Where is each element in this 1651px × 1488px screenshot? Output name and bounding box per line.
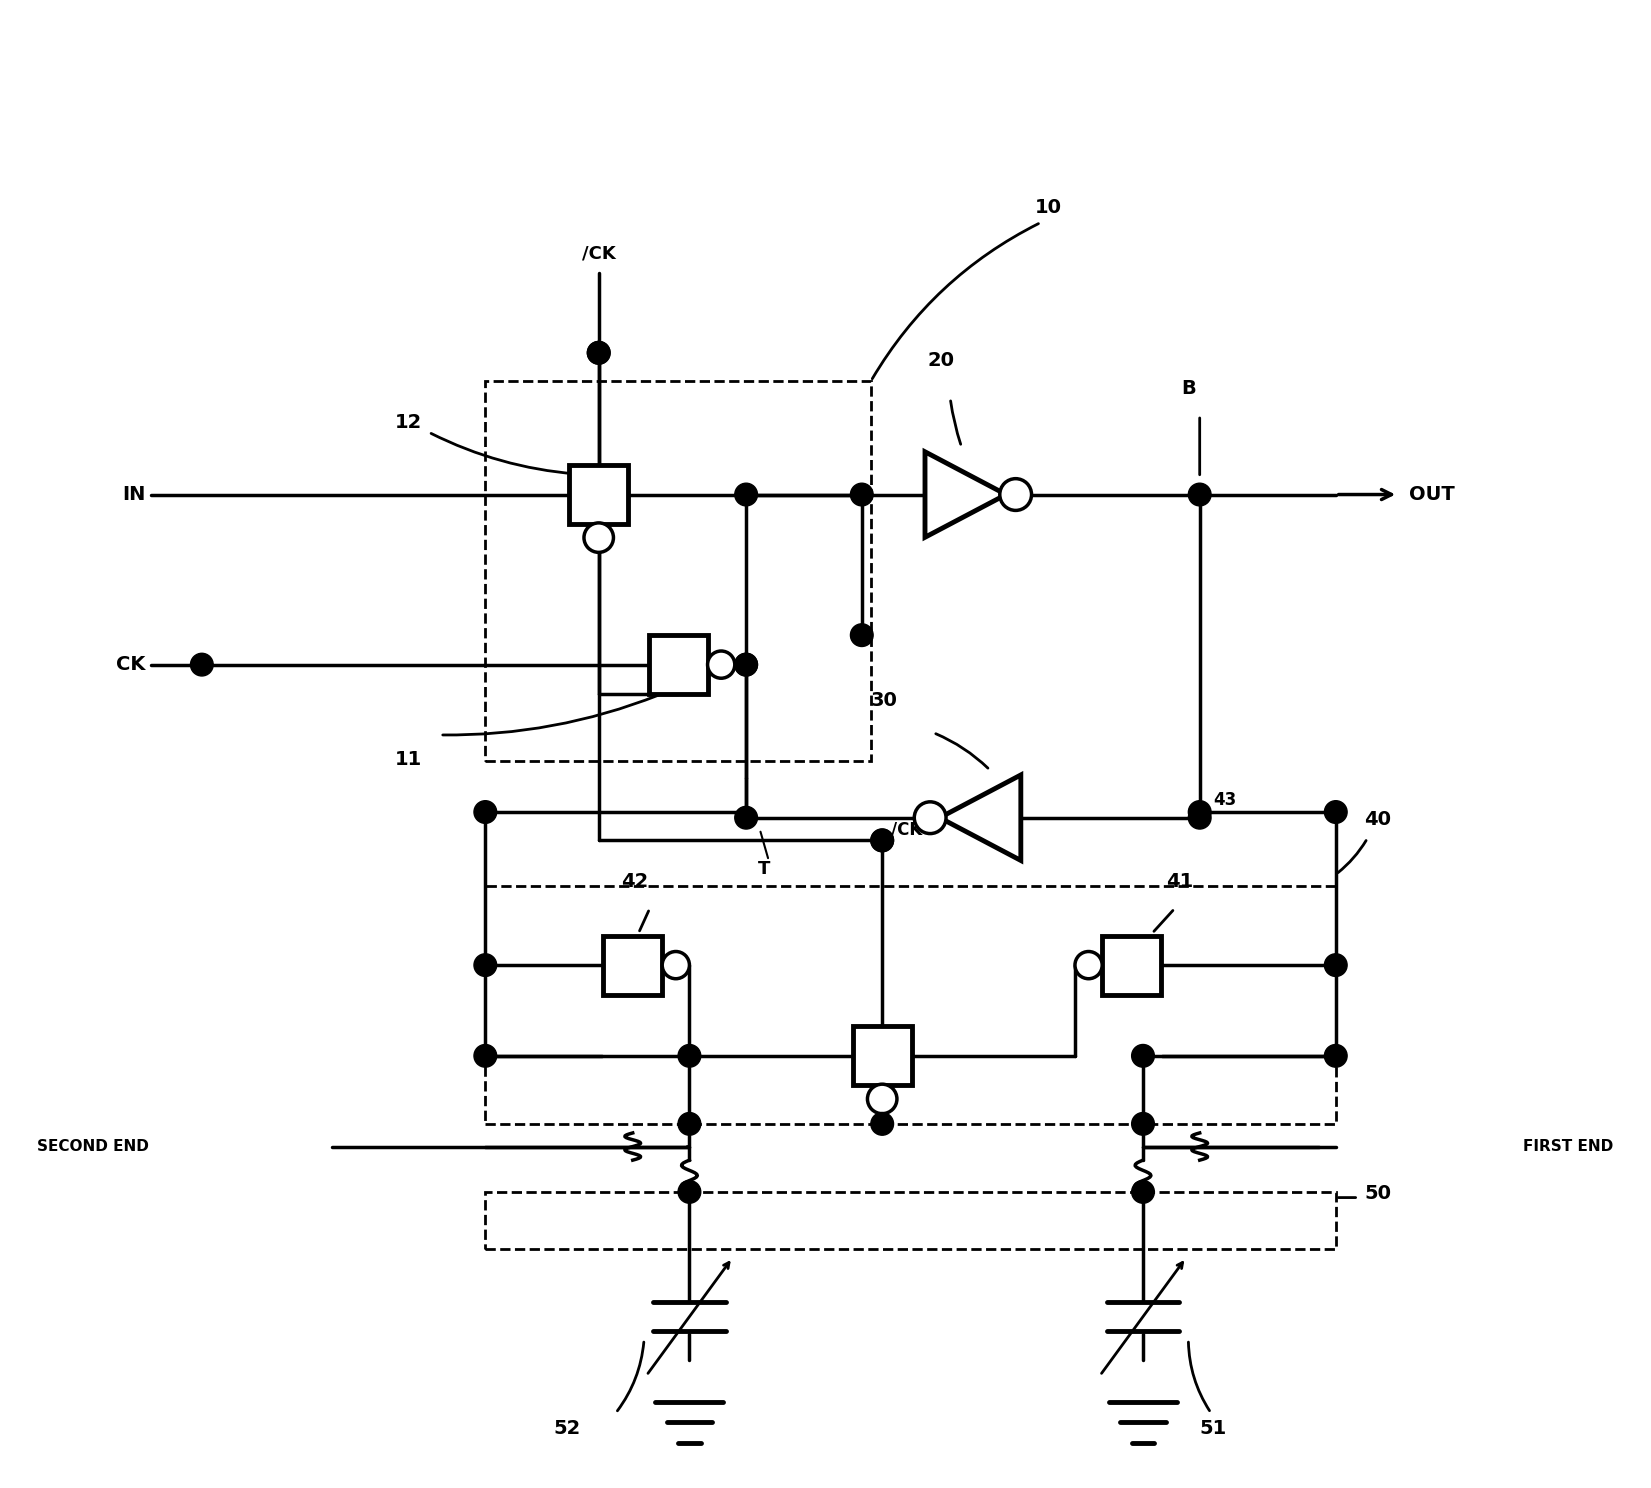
Text: /CK: /CK: [892, 820, 923, 838]
Bar: [485, 885, 1336, 1123]
Circle shape: [1189, 806, 1212, 829]
Circle shape: [1131, 1113, 1154, 1135]
Circle shape: [1189, 801, 1212, 823]
Text: 41: 41: [1166, 872, 1194, 891]
Circle shape: [1189, 484, 1212, 506]
Circle shape: [588, 341, 611, 365]
Circle shape: [1131, 1180, 1154, 1204]
Circle shape: [708, 652, 735, 679]
Circle shape: [1324, 801, 1347, 823]
Text: 52: 52: [553, 1418, 581, 1437]
Bar: [603, 936, 662, 994]
Text: /CK: /CK: [581, 244, 616, 262]
Circle shape: [870, 1113, 893, 1135]
Circle shape: [850, 484, 873, 506]
Circle shape: [662, 951, 690, 979]
Polygon shape: [939, 775, 1020, 860]
Circle shape: [735, 653, 758, 676]
Text: FIRST END: FIRST END: [1524, 1138, 1613, 1155]
Circle shape: [1075, 951, 1103, 979]
Text: SECOND END: SECOND END: [38, 1138, 149, 1155]
Text: IN: IN: [122, 485, 145, 504]
Bar: [485, 381, 870, 760]
Bar: [485, 1192, 1336, 1248]
Circle shape: [474, 954, 497, 976]
Circle shape: [474, 801, 497, 823]
Circle shape: [735, 806, 758, 829]
Text: 42: 42: [621, 872, 649, 891]
Circle shape: [679, 1113, 700, 1135]
Circle shape: [735, 653, 758, 676]
Polygon shape: [925, 452, 1005, 537]
Bar: [570, 466, 627, 524]
Circle shape: [474, 1045, 497, 1067]
Text: 10: 10: [1035, 198, 1062, 217]
Text: 51: 51: [1200, 1418, 1227, 1437]
Text: 11: 11: [395, 750, 423, 769]
Circle shape: [190, 653, 213, 676]
Circle shape: [679, 1045, 700, 1067]
Text: 43: 43: [1213, 790, 1237, 808]
Text: CK: CK: [116, 655, 145, 674]
Bar: [1103, 936, 1161, 994]
Text: 40: 40: [1364, 809, 1392, 829]
Circle shape: [1324, 1045, 1347, 1067]
Text: T: T: [758, 860, 769, 878]
Circle shape: [1001, 479, 1032, 510]
Circle shape: [915, 802, 946, 833]
Circle shape: [584, 522, 614, 552]
Circle shape: [850, 623, 873, 646]
Circle shape: [1324, 954, 1347, 976]
Text: B: B: [1180, 379, 1195, 399]
Text: OUT: OUT: [1410, 485, 1455, 504]
Text: 30: 30: [870, 690, 898, 710]
Text: 20: 20: [928, 351, 954, 371]
Circle shape: [870, 829, 893, 851]
Circle shape: [1131, 1045, 1154, 1067]
Text: 50: 50: [1364, 1184, 1392, 1204]
Circle shape: [870, 829, 893, 851]
Text: 12: 12: [395, 414, 423, 432]
Bar: [852, 1027, 911, 1085]
Circle shape: [867, 1085, 896, 1113]
Bar: [649, 635, 708, 693]
Circle shape: [735, 484, 758, 506]
Circle shape: [588, 341, 611, 365]
Circle shape: [679, 1180, 700, 1204]
